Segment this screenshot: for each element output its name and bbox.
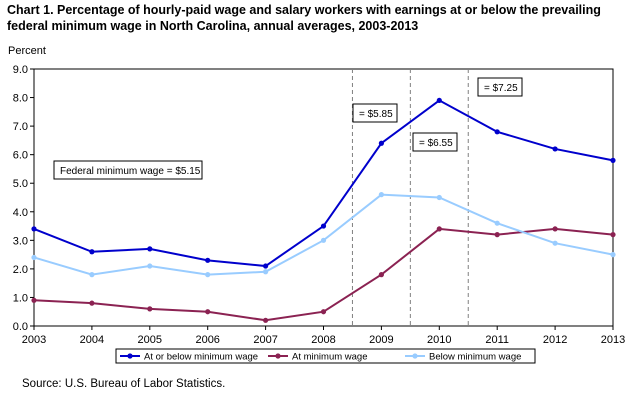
x-tick-label: 2010 (427, 334, 451, 346)
data-point (263, 269, 269, 275)
data-point (552, 226, 558, 232)
data-point (436, 194, 442, 201)
x-tick-label: 2004 (80, 334, 104, 346)
legend-label: At minimum wage (292, 352, 368, 363)
x-tick-label: 2003 (22, 334, 46, 346)
data-point (31, 254, 37, 261)
x-tick-label: 2006 (195, 334, 219, 346)
data-point (378, 140, 384, 146)
x-tick-label: 2007 (253, 334, 277, 346)
data-point (31, 226, 37, 232)
x-tick-label: 2011 (485, 334, 509, 346)
data-point (89, 300, 95, 306)
annotation-box (53, 160, 203, 180)
data-point (494, 220, 500, 226)
data-point (378, 192, 384, 198)
chart-title: Chart 1. Percentage of hourly-paid wage … (7, 3, 601, 33)
data-point (263, 263, 269, 269)
legend-box (115, 348, 536, 364)
legend-label: At or below minimum wage (144, 352, 258, 363)
annotation-label: = $7.25 (484, 83, 518, 94)
data-point (147, 306, 153, 312)
data-point (320, 237, 327, 243)
y-tick-label: 2.0 (13, 264, 28, 276)
y-tick-label: 6.0 (13, 150, 28, 162)
data-point (147, 246, 153, 252)
x-tick-label: 2009 (369, 334, 393, 346)
annotation-box (412, 132, 458, 152)
data-point (147, 263, 153, 269)
x-tick-label: 2008 (311, 334, 335, 346)
x-tick-label: 2013 (601, 334, 625, 346)
annotation-box (477, 77, 523, 97)
data-point (494, 232, 500, 238)
annotation-box (352, 103, 398, 123)
data-point (205, 309, 211, 315)
source-note: Source: U.S. Bureau of Labor Statistics. (22, 378, 226, 390)
legend-swatch-marker (275, 353, 281, 359)
data-point (436, 226, 442, 232)
y-tick-label: 1.0 (13, 292, 28, 304)
data-point (552, 146, 558, 152)
data-point (31, 297, 37, 303)
x-tick-label: 2005 (138, 334, 162, 346)
annotation-label: = $5.85 (359, 109, 393, 120)
data-point (436, 97, 442, 104)
data-point (89, 249, 95, 255)
y-tick-label: 5.0 (13, 178, 28, 190)
legend-swatch-marker (127, 353, 133, 359)
legend-swatch-marker (412, 353, 418, 359)
data-point (610, 252, 616, 258)
data-point (610, 232, 616, 238)
y-axis-label: Percent (8, 45, 46, 57)
legend-label: Below minimum wage (429, 352, 521, 363)
data-point (494, 129, 500, 135)
data-point (610, 157, 616, 163)
y-tick-label: 0.0 (13, 321, 28, 333)
y-tick-label: 7.0 (13, 121, 28, 133)
data-point (205, 272, 211, 278)
y-tick-label: 3.0 (13, 235, 28, 247)
data-point (320, 309, 327, 315)
y-tick-label: 4.0 (13, 207, 28, 219)
data-point (263, 317, 269, 323)
x-tick-label: 2012 (543, 334, 567, 346)
series-line-3 (33, 193, 614, 276)
plot-area (33, 68, 614, 327)
annotation-label: Federal minimum wage = $5.15 (60, 166, 201, 177)
data-point (89, 272, 95, 278)
y-tick-label: 8.0 (13, 93, 28, 105)
data-point (320, 223, 327, 229)
annotation-label: = $6.55 (419, 138, 453, 149)
data-point (552, 240, 558, 246)
y-tick-label: 9.0 (13, 64, 28, 76)
data-point (378, 272, 384, 278)
data-point (205, 257, 211, 263)
